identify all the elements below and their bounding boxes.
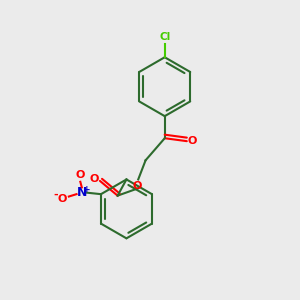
Text: O: O bbox=[188, 136, 197, 146]
Text: O: O bbox=[90, 174, 99, 184]
Text: O: O bbox=[57, 194, 67, 205]
Text: +: + bbox=[83, 185, 91, 194]
Text: -: - bbox=[53, 190, 58, 200]
Text: O: O bbox=[76, 170, 85, 180]
Text: N: N bbox=[76, 186, 87, 199]
Text: O: O bbox=[132, 181, 141, 191]
Text: Cl: Cl bbox=[159, 32, 170, 42]
